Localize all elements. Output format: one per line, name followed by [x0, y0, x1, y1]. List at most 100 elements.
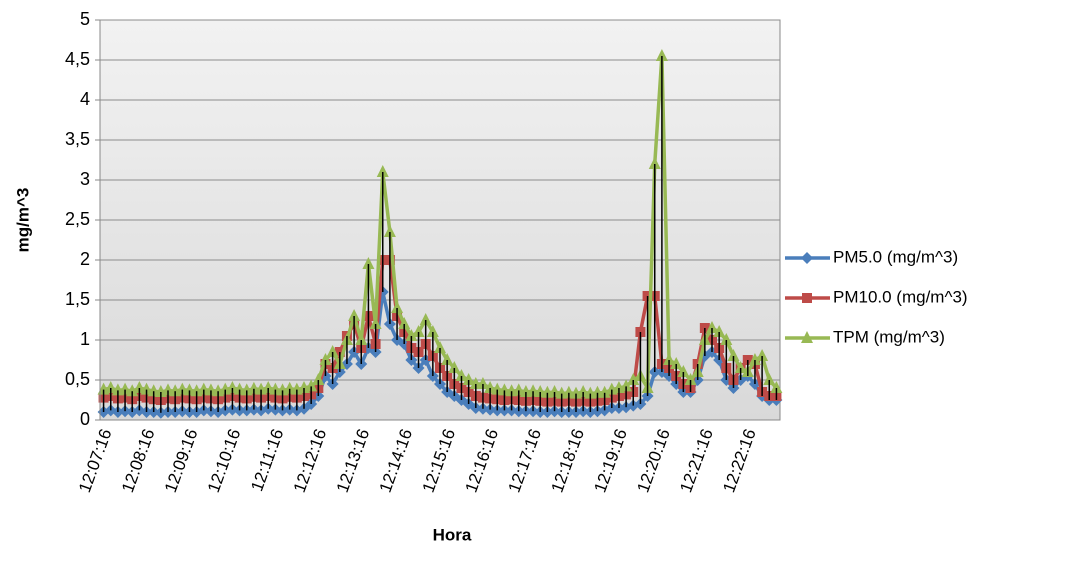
marker [684, 373, 697, 385]
marker [376, 165, 389, 177]
marker [383, 225, 396, 237]
marker [140, 382, 153, 395]
y-tick-label: 1 [80, 329, 90, 349]
legend-label: TPM (mg/m^3) [833, 327, 945, 346]
x-tick-label: 12:16:16 [462, 426, 502, 495]
x-tick-label: 12:10:16 [204, 426, 244, 495]
marker [233, 382, 246, 395]
x-tick-label: 12:09:16 [161, 426, 201, 495]
marker [183, 383, 196, 396]
y-axis-title: mg/m^3 [13, 188, 32, 253]
marker [312, 373, 325, 385]
marker [126, 384, 139, 397]
marker [247, 381, 260, 394]
y-tick-label: 4 [80, 89, 90, 109]
marker [727, 349, 740, 361]
marker [412, 325, 425, 337]
marker [226, 381, 239, 393]
legend-marker [802, 293, 812, 303]
marker [197, 382, 210, 395]
marker [498, 383, 511, 396]
legend-label: PM5.0 (mg/m^3) [833, 247, 958, 266]
marker [648, 157, 661, 169]
marker [720, 333, 733, 345]
marker [655, 49, 668, 61]
marker [319, 353, 332, 365]
marker [426, 325, 439, 337]
marker [748, 353, 761, 365]
marker [434, 341, 446, 353]
marker [770, 381, 783, 393]
x-tick-label: 12:13:16 [333, 426, 373, 495]
marker [627, 373, 640, 385]
marker [756, 349, 769, 361]
marker [462, 373, 475, 385]
marker [548, 385, 561, 397]
marker [176, 382, 189, 395]
x-tick-label: 12:20:16 [633, 426, 673, 495]
marker [512, 383, 525, 396]
x-tick-label: 12:19:16 [590, 426, 630, 495]
marker [369, 317, 382, 329]
y-tick-label: 1,5 [65, 289, 90, 309]
x-tick-label: 12:14:16 [376, 426, 416, 495]
marker [713, 325, 726, 337]
marker [348, 309, 361, 321]
x-tick-label: 12:22:16 [719, 426, 759, 495]
y-tick-label: 3 [80, 169, 90, 189]
marker [484, 381, 497, 393]
marker [534, 385, 547, 397]
marker [670, 357, 683, 369]
marker [620, 379, 633, 392]
marker [326, 345, 339, 357]
marker [147, 384, 160, 397]
marker [706, 321, 718, 333]
marker [362, 257, 375, 269]
x-tick-label: 12:07:16 [75, 426, 115, 495]
marker [162, 383, 174, 396]
y-tick-label: 0 [80, 409, 90, 429]
marker [133, 381, 146, 393]
marker [269, 382, 282, 395]
y-tick-label: 3,5 [65, 129, 90, 149]
marker [677, 365, 690, 377]
x-tick-label: 12:12:16 [290, 426, 330, 495]
marker [305, 379, 318, 392]
legend-label: PM10.0 (mg/m^3) [833, 287, 968, 306]
marker [119, 382, 132, 395]
marker [419, 313, 432, 325]
marker [204, 383, 217, 396]
x-tick-label: 12:11:16 [247, 426, 287, 494]
marker [577, 385, 590, 397]
y-tick-label: 0,5 [65, 369, 90, 389]
marker [562, 385, 575, 398]
marker [104, 381, 117, 393]
y-tick-label: 4,5 [65, 49, 90, 69]
legend-marker [801, 252, 813, 264]
y-tick-label: 2,5 [65, 209, 90, 229]
marker [663, 353, 676, 365]
marker [283, 381, 296, 394]
y-tick-label: 2 [80, 249, 90, 269]
marker [734, 361, 747, 373]
x-tick-label: 12:18:16 [547, 426, 587, 495]
x-axis-title: Hora [433, 525, 472, 544]
marker [763, 373, 776, 385]
marker [441, 353, 454, 365]
marker [262, 381, 275, 393]
marker [476, 377, 489, 389]
marker [405, 329, 418, 341]
legend-marker [801, 331, 813, 343]
marker [455, 369, 468, 381]
x-tick-label: 12:15:16 [419, 426, 459, 495]
marker [527, 384, 540, 397]
marker [448, 361, 461, 373]
x-tick-label: 12:17:16 [505, 426, 545, 495]
x-tick-label: 12:08:16 [118, 426, 158, 495]
marker [391, 301, 404, 313]
marker [491, 382, 504, 395]
marker [598, 385, 611, 398]
marker [355, 333, 368, 345]
